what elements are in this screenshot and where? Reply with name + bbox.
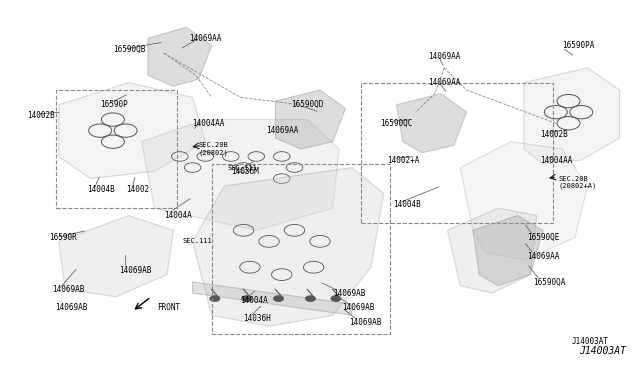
- Bar: [362, 83, 552, 223]
- Text: 14069AB: 14069AB: [349, 318, 381, 327]
- Text: 14069AA: 14069AA: [527, 251, 559, 261]
- Text: SEC.20B
(20802+A): SEC.20B (20802+A): [559, 176, 597, 189]
- Text: 14004AA: 14004AA: [193, 119, 225, 128]
- Text: 14069AA: 14069AA: [428, 52, 461, 61]
- Text: J14003AT: J14003AT: [579, 346, 626, 356]
- Text: 14002B: 14002B: [27, 111, 54, 121]
- Text: 16590QD: 16590QD: [291, 100, 324, 109]
- Polygon shape: [275, 90, 346, 149]
- Polygon shape: [447, 208, 537, 293]
- Polygon shape: [193, 167, 384, 326]
- Text: 14004B: 14004B: [88, 185, 115, 194]
- Text: 14036H: 14036H: [244, 314, 271, 323]
- Circle shape: [210, 296, 220, 302]
- Text: 16590PA: 16590PA: [562, 41, 595, 50]
- Text: 16590P: 16590P: [100, 100, 128, 109]
- Text: 14004A: 14004A: [241, 296, 268, 305]
- Circle shape: [305, 296, 316, 302]
- Text: 14004B: 14004B: [394, 200, 421, 209]
- Bar: [56, 90, 177, 208]
- Text: 14069AB: 14069AB: [52, 285, 84, 294]
- Text: 14069AB: 14069AB: [333, 289, 365, 298]
- Text: 14069AA: 14069AA: [266, 126, 298, 135]
- Polygon shape: [193, 282, 352, 315]
- Text: SEC.111: SEC.111: [228, 164, 257, 170]
- Text: 14069AB: 14069AB: [342, 303, 374, 312]
- Text: 16590QE: 16590QE: [527, 233, 559, 242]
- Circle shape: [242, 296, 252, 302]
- Polygon shape: [59, 83, 205, 179]
- Polygon shape: [396, 94, 467, 153]
- Text: 16590QA: 16590QA: [534, 278, 566, 286]
- Polygon shape: [141, 119, 339, 230]
- Text: 16590QB: 16590QB: [113, 45, 145, 54]
- Bar: [212, 164, 390, 334]
- Text: 14002: 14002: [125, 185, 148, 194]
- Polygon shape: [473, 215, 543, 286]
- Polygon shape: [460, 142, 588, 260]
- Text: J14003AT: J14003AT: [572, 337, 609, 346]
- Text: 14004AA: 14004AA: [540, 155, 572, 165]
- Text: 14069AA: 14069AA: [189, 34, 221, 43]
- Text: 14002+A: 14002+A: [387, 155, 419, 165]
- Text: 14069AA: 14069AA: [428, 78, 461, 87]
- Text: 14069AB: 14069AB: [119, 266, 152, 275]
- Text: SEC.20B
(20802): SEC.20B (20802): [199, 142, 228, 156]
- Polygon shape: [148, 27, 212, 86]
- Circle shape: [331, 296, 341, 302]
- Text: 14036M: 14036M: [231, 167, 259, 176]
- Polygon shape: [59, 215, 173, 297]
- Text: 16590QC: 16590QC: [381, 119, 413, 128]
- Circle shape: [273, 296, 284, 302]
- Text: 14002B: 14002B: [540, 130, 568, 139]
- Text: 14069AB: 14069AB: [56, 303, 88, 312]
- Text: 16590R: 16590R: [49, 233, 77, 242]
- Text: FRONT: FRONT: [157, 303, 180, 312]
- Text: SEC.111: SEC.111: [183, 238, 212, 244]
- Polygon shape: [524, 68, 620, 164]
- Text: 14004A: 14004A: [164, 211, 191, 220]
